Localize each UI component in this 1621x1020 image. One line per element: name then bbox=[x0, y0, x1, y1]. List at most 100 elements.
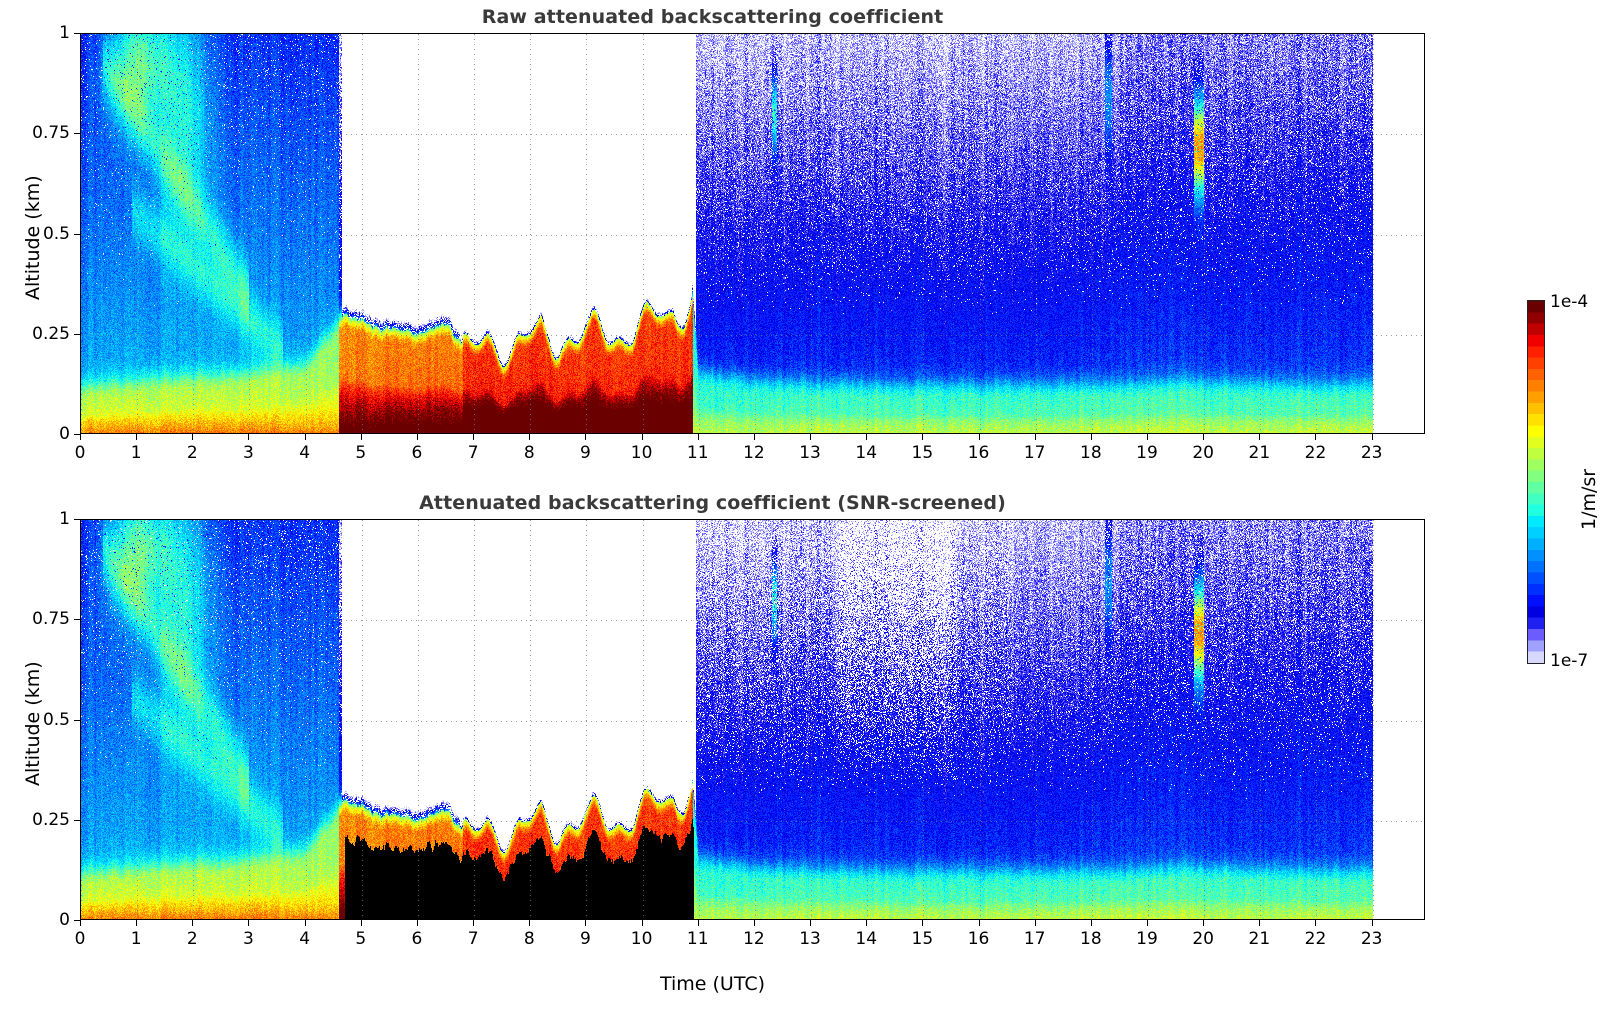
x-tick-label: 20 bbox=[1192, 443, 1214, 463]
x-tickmark bbox=[248, 920, 250, 926]
x-tick-label: 5 bbox=[355, 443, 367, 463]
panel-snr: Attenuated backscattering coefficient (S… bbox=[0, 478, 1470, 1020]
plot-area-raw[interactable] bbox=[80, 33, 1425, 434]
x-tick-label: 20 bbox=[1192, 929, 1214, 949]
x-tickmark bbox=[473, 920, 475, 926]
x-tickmark bbox=[1034, 920, 1036, 926]
y-tick-label: 0.75 bbox=[32, 123, 70, 144]
x-tick-label: 21 bbox=[1248, 929, 1271, 949]
x-tickmark bbox=[697, 920, 699, 926]
x-tick-label: 1 bbox=[130, 443, 142, 463]
y-tick-label: 1 bbox=[59, 23, 70, 43]
y-tickmark bbox=[74, 819, 80, 821]
x-tickmark bbox=[810, 920, 812, 926]
x-tickmark bbox=[866, 920, 868, 926]
x-tick-label: 22 bbox=[1304, 929, 1327, 949]
x-tick-label: 19 bbox=[1136, 929, 1158, 949]
x-tick-label: 15 bbox=[911, 929, 934, 949]
x-tick-label: 21 bbox=[1248, 443, 1271, 463]
x-tickmark bbox=[922, 434, 924, 440]
x-tickmark bbox=[416, 434, 418, 440]
x-tick-label: 7 bbox=[467, 929, 479, 949]
axis-label-x-snr: Time (UTC) bbox=[659, 973, 766, 995]
colorbar-max-label: 1e-4 bbox=[1550, 292, 1589, 312]
x-tick-label: 11 bbox=[686, 929, 709, 949]
y-tickmark bbox=[74, 333, 80, 335]
x-tick-label: 12 bbox=[743, 443, 765, 463]
x-tick-label: 17 bbox=[1023, 929, 1046, 949]
y-tickmark bbox=[74, 434, 80, 435]
y-tick-label: 0 bbox=[59, 424, 70, 444]
y-tick-label: 0.25 bbox=[32, 323, 70, 344]
x-tick-label: 16 bbox=[967, 929, 990, 949]
x-tickmark bbox=[978, 920, 980, 926]
x-tick-label: 11 bbox=[686, 443, 709, 463]
x-tick-label: 10 bbox=[630, 929, 653, 949]
colorbar-unit-label: 1/m/sr bbox=[1578, 468, 1600, 530]
x-tickmark bbox=[697, 434, 699, 440]
colorbar: 1e-4 1e-7 1/m/sr bbox=[1500, 290, 1621, 690]
x-tickmark bbox=[1147, 920, 1148, 926]
x-tick-label: 6 bbox=[411, 443, 423, 463]
plot-area-snr[interactable] bbox=[80, 519, 1425, 920]
y-tickmark bbox=[74, 233, 80, 235]
x-tickmark bbox=[922, 920, 924, 926]
x-tickmark bbox=[1090, 434, 1092, 440]
x-tickmark bbox=[753, 920, 755, 926]
x-tick-label: 3 bbox=[243, 443, 254, 463]
x-tick-label: 9 bbox=[580, 443, 591, 463]
x-tickmark bbox=[1259, 434, 1261, 440]
x-tickmark bbox=[866, 434, 868, 440]
x-tickmark bbox=[136, 434, 138, 440]
panel-snr-title: Attenuated backscattering coefficient (S… bbox=[419, 492, 1006, 514]
x-tick-label: 14 bbox=[855, 443, 878, 463]
y-tickmark bbox=[74, 719, 80, 721]
x-tickmark bbox=[360, 920, 362, 926]
x-tickmark bbox=[1203, 434, 1205, 440]
axis-label-y-raw: Altitude (km) bbox=[22, 175, 44, 300]
x-tick-label: 13 bbox=[799, 443, 821, 463]
x-tick-label: 6 bbox=[411, 929, 423, 949]
x-tickmark bbox=[1034, 434, 1036, 440]
panel-raw: Raw attenuated backscattering coefficien… bbox=[0, 0, 1470, 470]
x-tickmark bbox=[978, 434, 980, 440]
x-tickmark bbox=[304, 920, 306, 926]
y-tickmark bbox=[74, 33, 80, 34]
y-tick-label: 0 bbox=[59, 910, 70, 930]
x-tickmark bbox=[585, 434, 587, 440]
x-tick-label: 8 bbox=[523, 929, 535, 949]
panel-raw-title: Raw attenuated backscattering coefficien… bbox=[481, 6, 944, 28]
heatmap-canvas-raw bbox=[81, 34, 1424, 433]
x-tickmark bbox=[641, 434, 643, 440]
y-tickmark bbox=[74, 133, 80, 135]
x-tick-label: 17 bbox=[1023, 443, 1046, 463]
x-tick-label: 12 bbox=[743, 929, 765, 949]
heatmap-canvas-snr bbox=[81, 520, 1424, 919]
x-tick-label: 16 bbox=[967, 443, 990, 463]
x-tick-label: 23 bbox=[1360, 443, 1383, 463]
x-tickmark bbox=[360, 434, 362, 440]
x-tickmark bbox=[753, 434, 755, 440]
colorbar-min-label: 1e-7 bbox=[1550, 651, 1589, 671]
x-tick-label: 4 bbox=[299, 929, 311, 949]
x-tickmark bbox=[1203, 920, 1205, 926]
x-tick-label: 10 bbox=[630, 443, 653, 463]
x-tickmark bbox=[192, 434, 194, 440]
x-tick-label: 22 bbox=[1304, 443, 1327, 463]
x-tick-label: 18 bbox=[1080, 929, 1102, 949]
x-tickmark bbox=[1259, 920, 1261, 926]
x-tick-label: 3 bbox=[243, 929, 254, 949]
y-tickmark bbox=[74, 619, 80, 621]
x-tickmark bbox=[1315, 434, 1317, 440]
x-tick-label: 2 bbox=[186, 929, 198, 949]
x-tickmark bbox=[416, 920, 418, 926]
x-tick-label: 7 bbox=[467, 443, 479, 463]
x-tickmark bbox=[585, 920, 587, 926]
x-tickmark bbox=[1090, 920, 1092, 926]
x-tickmark bbox=[1371, 434, 1373, 440]
y-tick-label: 1 bbox=[59, 509, 70, 529]
axis-label-y-snr: Altitude (km) bbox=[22, 661, 44, 786]
x-tick-label: 0 bbox=[74, 443, 86, 463]
x-tickmark bbox=[80, 920, 81, 926]
